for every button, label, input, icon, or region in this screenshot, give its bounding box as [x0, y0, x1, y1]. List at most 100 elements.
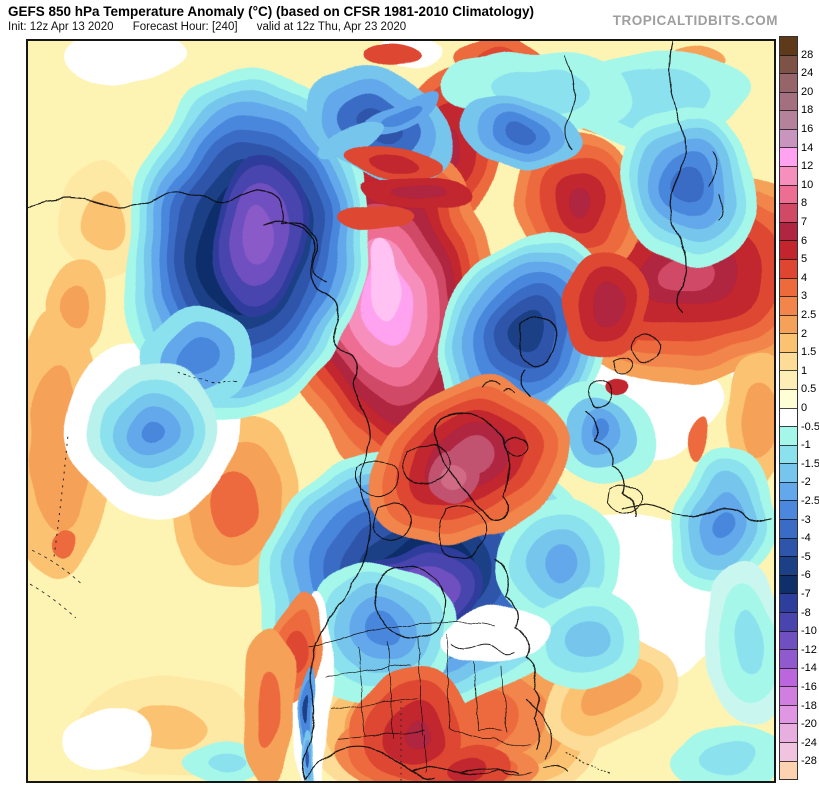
coast-scandinavia	[518, 315, 557, 398]
coast-greenland	[433, 412, 510, 520]
valid-time: valid at 12z Thu, Apr 23 2020	[256, 21, 407, 33]
coast-great-lakes	[449, 643, 514, 654]
colorbar-cell	[780, 314, 797, 334]
colorbar-label: 20	[801, 85, 814, 98]
anomaly-med-orange-spot	[689, 417, 712, 465]
colorbar-label: 0	[801, 402, 808, 414]
forecast-hour: Forecast Hour: [240]	[132, 21, 238, 33]
colorbar-cell	[780, 481, 797, 501]
run-info: Init: 12z Apr 13 2020 Forecast Hour: [24…	[8, 21, 422, 33]
anomaly-white-topleft	[67, 41, 188, 84]
colorbar-cell	[780, 686, 797, 705]
coast-state-border-7	[337, 730, 425, 740]
coast-state-border-1	[357, 647, 367, 738]
colorbar-label: 12	[801, 160, 814, 173]
colorbar-label: 16	[801, 123, 814, 135]
coast-caspian-black-sea	[612, 334, 662, 375]
anomaly-npacific-cyan-blob	[90, 358, 216, 502]
colorbar-cell	[780, 203, 797, 222]
colorbar-label: -0.5	[801, 420, 819, 433]
coast-state-border-8	[473, 661, 478, 730]
colorbar-label: 10	[801, 178, 814, 191]
colorbar-cell	[780, 667, 797, 687]
colorbar-label: -6	[801, 569, 811, 582]
colorbar-label: 14	[801, 141, 814, 154]
anomaly-plains-cold-arm	[305, 562, 460, 701]
coast-siberia-coast	[28, 189, 285, 225]
colorbar-label: 8	[801, 197, 808, 210]
anomaly-arctic-core-light	[370, 242, 402, 318]
colorbar-label: 1	[801, 364, 808, 377]
colorbar-cell	[780, 54, 797, 74]
colorbar-cell	[780, 426, 797, 445]
colorbar-cell	[780, 184, 797, 204]
graticule	[29, 436, 402, 781]
colorbar-label: 18	[801, 104, 814, 117]
colorbar-label: 3	[801, 290, 808, 303]
colorbar-cell	[780, 500, 797, 520]
anomaly-gulf-red	[424, 742, 516, 781]
colorbar-label: 4	[801, 271, 808, 284]
anomaly-white-bottomleft	[62, 707, 153, 768]
colorbar-label: 2	[801, 327, 808, 340]
colorbar-label: -18	[801, 699, 817, 712]
colorbar-label: -3	[801, 513, 811, 526]
anomaly-tan-topleft	[63, 161, 140, 281]
anomaly-right-edge-cyan	[703, 560, 774, 729]
colorbar-label: -1.5	[801, 457, 819, 470]
colorbar-cell	[780, 128, 797, 148]
anomaly-red-streak-1	[346, 145, 442, 180]
colorbar-label: -8	[801, 606, 811, 619]
colorbar-cell	[780, 574, 797, 594]
coast-svalbard	[483, 382, 514, 394]
colorbar-cell	[780, 407, 797, 427]
coast-state-border-6	[332, 697, 419, 710]
anomaly-field	[28, 41, 774, 781]
colorbar-cell	[780, 704, 797, 724]
colorbar-label: 24	[801, 67, 814, 80]
colorbar-label: 7	[801, 216, 808, 228]
colorbar-cell	[780, 147, 797, 167]
colorbar-cell	[780, 258, 797, 278]
coast-state-border-9	[501, 665, 506, 734]
coast-state-border-10	[449, 726, 496, 738]
coast-arctic-island-2	[403, 444, 451, 485]
colorbar-cell	[780, 296, 797, 315]
coast-state-border-12	[477, 727, 502, 732]
coast-florida	[524, 698, 552, 760]
colorbar-label: -2	[801, 476, 811, 489]
anomaly-east-asia-blue	[617, 104, 760, 264]
colorbar-cell	[780, 723, 797, 742]
coast-arctic-island-3	[373, 504, 414, 540]
colorbar-cell	[780, 593, 797, 612]
colorbar-cell	[780, 556, 797, 575]
coast-iceland	[504, 437, 529, 456]
coast-cuba-antilles	[461, 765, 568, 776]
colorbar-label: 6	[801, 234, 808, 247]
colorbar-label: -4	[801, 532, 811, 545]
anomaly-left-orange-spot	[52, 523, 75, 556]
coastlines	[28, 41, 773, 781]
anomaly-greenland-rose	[431, 451, 477, 510]
site-watermark: TROPICALTIDBITS.COM	[612, 13, 778, 28]
anomaly-blue-streak-2	[320, 119, 384, 162]
colorbar-label: 2.5	[801, 309, 817, 321]
coast-japan	[709, 151, 725, 223]
colorbar-cell	[780, 166, 797, 185]
coast-state-border-11	[495, 736, 532, 747]
colorbar-cell	[780, 110, 797, 129]
coast-state-border-4	[445, 633, 451, 728]
colorbar-cell	[780, 760, 797, 780]
anomaly-atlantic-cyan	[523, 589, 645, 685]
anomaly-caspian-red	[562, 248, 656, 359]
coast-state-border-5	[326, 663, 411, 678]
colorbar-cell	[780, 388, 797, 408]
coast-aleutians	[176, 370, 242, 383]
colorbar-label: -1	[801, 439, 811, 452]
colorbar-cell	[780, 537, 797, 557]
colorbar-cell	[780, 240, 797, 259]
anomaly-russia-blue	[459, 98, 580, 169]
colorbar-label: -28	[801, 755, 817, 768]
coast-hudson-bay	[374, 567, 446, 639]
anomaly-tan-left-2	[47, 261, 108, 358]
